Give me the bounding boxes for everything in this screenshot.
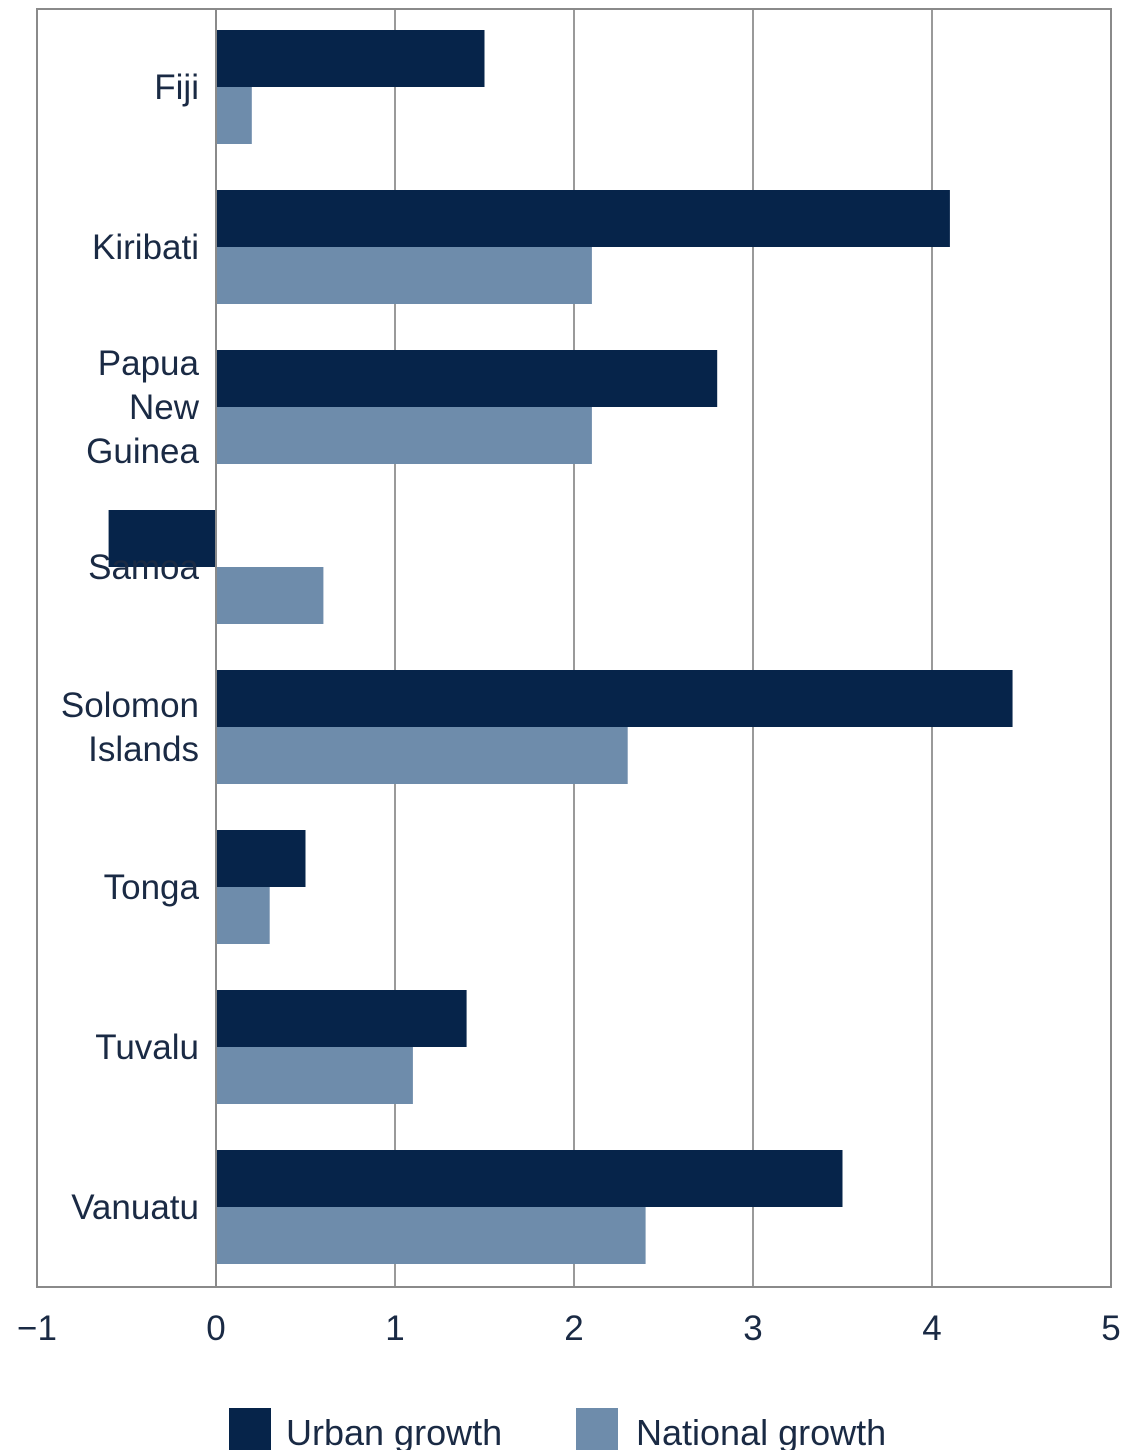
legend: Urban growth National growth bbox=[229, 1408, 886, 1450]
bar-urban-5 bbox=[216, 830, 306, 887]
legend-label-national: National growth bbox=[636, 1412, 886, 1450]
bar-national-3 bbox=[216, 567, 324, 624]
bar-urban-4 bbox=[216, 670, 1013, 727]
bar-national-6 bbox=[216, 1047, 413, 1104]
legend-label-urban: Urban growth bbox=[286, 1412, 502, 1450]
category-label-1-0: Kiribati bbox=[92, 228, 199, 267]
legend-swatch-urban bbox=[229, 1408, 271, 1450]
bar-urban-7 bbox=[216, 1150, 843, 1207]
legend-swatch-national bbox=[576, 1408, 618, 1450]
category-label-2-0: Papua bbox=[98, 344, 200, 383]
x-tick-label-2: 1 bbox=[385, 1309, 404, 1348]
category-label-3-0: Samoa bbox=[88, 548, 199, 587]
bar-urban-2 bbox=[216, 350, 718, 407]
category-label-6-0: Tuvalu bbox=[95, 1028, 199, 1067]
x-tick-label-0: −1 bbox=[17, 1309, 57, 1348]
plot-frame bbox=[36, 8, 1112, 1288]
bar-national-4 bbox=[216, 727, 628, 784]
bar-urban-0 bbox=[216, 30, 485, 87]
bar-national-7 bbox=[216, 1207, 646, 1264]
x-tick-label-3: 2 bbox=[564, 1309, 583, 1348]
legend-item-urban: Urban growth bbox=[229, 1408, 502, 1450]
category-label-4-0: Solomon bbox=[61, 686, 199, 725]
bar-urban-3 bbox=[108, 510, 216, 567]
bar-national-2 bbox=[216, 407, 592, 464]
x-tick-label-1: 0 bbox=[206, 1309, 225, 1348]
category-label-0-0: Fiji bbox=[154, 68, 199, 107]
legend-item-national: National growth bbox=[576, 1408, 886, 1450]
x-tick-label-4: 3 bbox=[743, 1309, 762, 1348]
bar-national-1 bbox=[216, 247, 592, 304]
category-label-5-0: Tonga bbox=[104, 868, 200, 907]
x-tick-label-6: 5 bbox=[1101, 1309, 1120, 1348]
bar-urban-1 bbox=[216, 190, 950, 247]
bars bbox=[108, 30, 1013, 1264]
bar-national-5 bbox=[216, 887, 270, 944]
category-label-2-1: New bbox=[129, 388, 200, 427]
category-labels: Fiji Kiribati Papua New Guinea Samoa Solomon Is… bbox=[61, 68, 200, 1227]
x-tick-labels: −1 0 1 2 3 4 5 bbox=[17, 1309, 1121, 1348]
x-tick-label-5: 4 bbox=[922, 1309, 941, 1348]
bar-urban-6 bbox=[216, 990, 467, 1047]
category-label-7-0: Vanuatu bbox=[71, 1188, 199, 1227]
bar-national-0 bbox=[216, 87, 252, 144]
axes bbox=[36, 8, 1112, 1288]
category-label-2-2: Guinea bbox=[86, 432, 199, 471]
category-label-4-1: Islands bbox=[88, 730, 199, 769]
